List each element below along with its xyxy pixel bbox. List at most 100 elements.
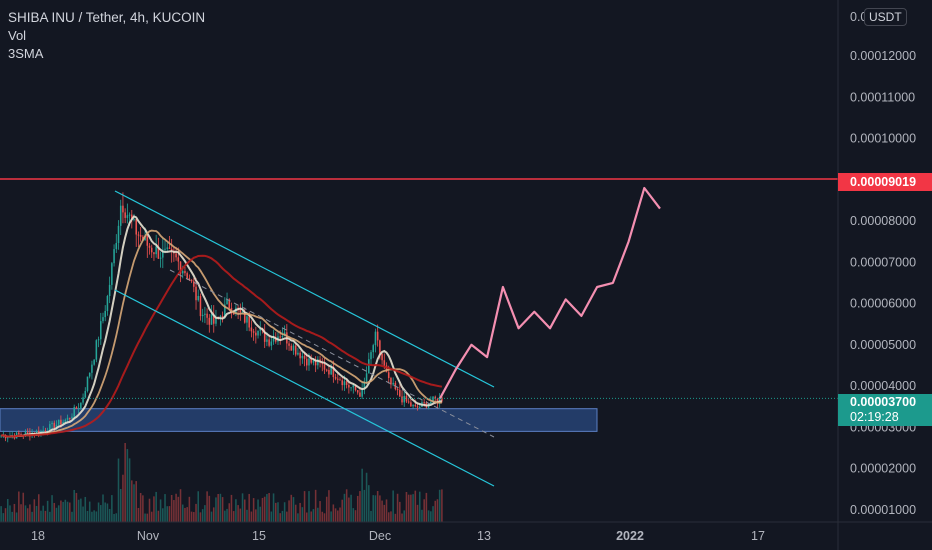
symbol-title[interactable]: SHIBA INU / Tether, 4h, KUCOIN — [8, 10, 206, 25]
candle-body — [179, 261, 182, 274]
volume-bar — [210, 511, 213, 522]
volume-bar — [323, 513, 326, 522]
candle-body — [88, 372, 91, 377]
volume-bar — [164, 494, 166, 522]
candle-body — [268, 339, 270, 346]
volume-bar — [31, 511, 33, 522]
volume-bar — [321, 511, 324, 522]
volume-bar — [42, 505, 44, 522]
volume-bar — [359, 491, 361, 522]
volume-bar — [44, 510, 47, 522]
volume-bar — [350, 494, 352, 522]
volume-bar — [314, 489, 317, 522]
volume-bar — [301, 507, 304, 522]
candle-body — [124, 212, 126, 218]
volume-indicator-label[interactable]: Vol — [8, 28, 27, 43]
volume-bar — [206, 491, 208, 522]
candle-body — [281, 336, 284, 338]
candle-body — [53, 422, 56, 429]
volume-bar — [217, 494, 219, 522]
candle-body — [208, 317, 211, 325]
volume-bar — [232, 511, 235, 522]
candle-body — [177, 257, 180, 262]
candle-body — [334, 377, 337, 379]
volume-bar — [146, 513, 149, 522]
volume-bar — [86, 510, 89, 522]
sma-indicator-label[interactable]: 3SMA — [8, 46, 44, 61]
volume-bar — [317, 507, 319, 522]
volume-bar — [148, 498, 151, 522]
candle-body — [374, 331, 377, 346]
volume-bar — [310, 511, 312, 522]
candle-body — [248, 316, 250, 328]
volume-bar — [266, 494, 268, 522]
volume-bar — [201, 509, 204, 522]
candle-body — [188, 278, 191, 280]
candle-body — [310, 358, 312, 363]
candle-body — [170, 248, 173, 251]
volume-bar — [328, 490, 330, 522]
price-tick-label: 0.00011000 — [850, 90, 915, 104]
candle-body — [396, 389, 399, 391]
candle-body — [119, 205, 122, 226]
volume-bar — [334, 508, 337, 522]
volume-bar — [62, 501, 64, 522]
volume-bar — [263, 496, 266, 522]
volume-bar — [102, 494, 104, 522]
candle-body — [193, 281, 195, 287]
volume-bar — [57, 505, 60, 522]
candle-body — [57, 419, 60, 425]
volume-bar — [425, 492, 428, 522]
candle-body — [84, 390, 87, 398]
volume-bar — [259, 506, 262, 522]
candle-body — [148, 245, 151, 248]
volume-bar — [246, 509, 248, 522]
channel-upper-line — [114, 190, 495, 388]
channel-lower-line — [114, 289, 495, 487]
candle-body — [343, 381, 346, 386]
volume-bar — [297, 513, 299, 522]
volume-bar — [77, 499, 80, 522]
candle-body — [20, 434, 22, 436]
volume-bar — [153, 496, 155, 522]
candle-body — [325, 369, 328, 371]
volume-bar — [82, 506, 84, 522]
candle-body — [108, 284, 111, 297]
volume-bar — [337, 510, 339, 522]
candle-body — [197, 295, 200, 301]
volume-bar — [235, 499, 237, 522]
candle-body — [301, 355, 304, 359]
candle-body — [383, 360, 386, 366]
volume-bar — [2, 513, 5, 522]
volume-bar — [186, 507, 188, 522]
volume-bar — [348, 497, 350, 522]
volume-bar — [188, 496, 191, 522]
candle-body — [299, 352, 301, 359]
candle-body — [66, 417, 69, 420]
price-tick-label: 0.00002000 — [850, 462, 916, 476]
currency-badge[interactable]: USDT — [864, 8, 907, 26]
candle-body — [226, 299, 228, 305]
volume-bar — [64, 499, 67, 522]
volume-bar — [434, 500, 437, 522]
volume-bar — [26, 508, 29, 522]
volume-bar — [356, 495, 359, 522]
volume-bar — [166, 506, 169, 522]
volume-bar — [100, 505, 102, 522]
candle-body — [255, 332, 257, 336]
volume-bar — [144, 513, 146, 522]
volume-bar — [37, 494, 40, 522]
volume-bar — [387, 512, 390, 522]
candle-body — [303, 355, 306, 359]
candle-body — [350, 387, 352, 389]
volume-bar — [230, 494, 233, 522]
candle-body — [399, 390, 401, 397]
volume-bar — [241, 493, 244, 522]
candle-body — [206, 313, 208, 318]
price-level-line — [0, 178, 932, 399]
volume-bar — [162, 508, 164, 522]
candle-body — [159, 257, 162, 259]
volume-bar — [436, 499, 439, 522]
